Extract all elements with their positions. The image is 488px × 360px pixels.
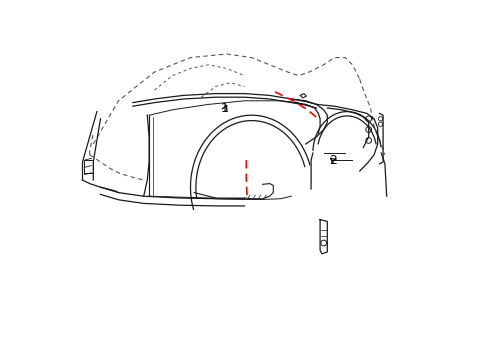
Text: 2: 2 (328, 154, 336, 167)
Bar (84, 160, 93, 173)
Text: 1: 1 (221, 102, 228, 115)
